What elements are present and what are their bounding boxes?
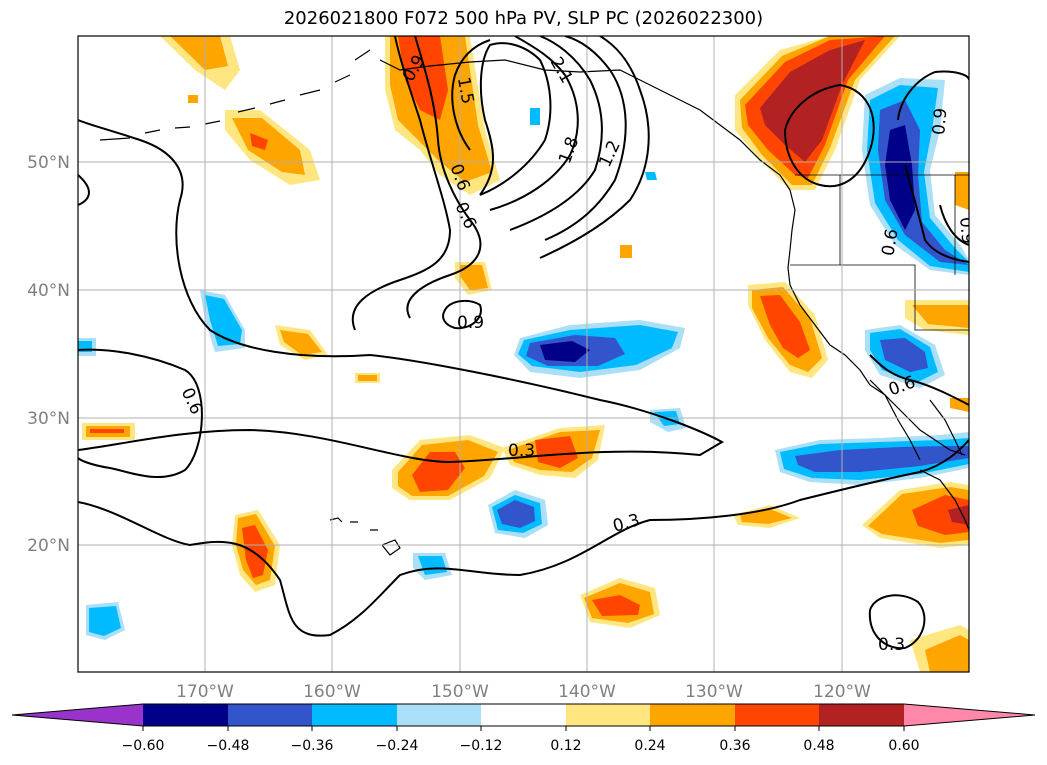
baja-coast (869, 379, 963, 461)
colorbar-segment (819, 704, 904, 726)
hawaiian-islands (329, 517, 401, 556)
slp-contour (897, 70, 969, 121)
slp-contour (784, 83, 875, 188)
colorbar-tick-label: −0.12 (460, 738, 503, 754)
slp-contour (442, 299, 482, 330)
lon-tick-label: 160°W (303, 682, 361, 702)
slp-contour (868, 594, 926, 650)
pv-negative-area (645, 172, 657, 180)
lon-tick-label: 120°W (813, 682, 871, 702)
colorbar-tick-label: −0.48 (207, 738, 250, 754)
colorbar-segment (397, 704, 481, 726)
map-frame (77, 35, 970, 673)
lat-tick-label: 50°N (27, 153, 70, 173)
gridlines (78, 36, 969, 672)
colorbar-tick-label: 0.12 (550, 738, 581, 754)
slp-contour (489, 36, 579, 211)
mexico-coast (919, 469, 969, 531)
contour-label: 0.3 (508, 441, 535, 461)
colorbar: −0.60 −0.48 −0.36 −0.24 −0.12 0.12 0.24 … (11, 703, 1036, 754)
slp-contour (78, 119, 725, 464)
slp-contour (869, 354, 969, 406)
colorbar-segment (735, 704, 819, 726)
pv-positive-area (232, 510, 280, 592)
colorbar-segment (566, 704, 650, 726)
pv-negative-area (530, 108, 540, 125)
lon-axis: 170°W 160°W 150°W 140°W 130°W 120°W (176, 682, 871, 702)
state-borders (790, 174, 969, 331)
pv-positive-area (392, 425, 605, 500)
colorbar-extend-high (904, 704, 1035, 726)
colorbar-tick-label: 0.60 (888, 738, 919, 754)
alaska-bc-coast (379, 59, 796, 231)
colorbar-segment (143, 704, 228, 726)
colorbar-tick-label: 0.24 (634, 738, 665, 754)
pv-positive-area (955, 172, 969, 210)
slp-contour (479, 42, 552, 196)
slp-contour (939, 204, 969, 246)
aleutian-islands (99, 49, 371, 141)
lat-tick-label: 30°N (27, 409, 70, 429)
colorbar-tick-label: −0.60 (122, 738, 165, 754)
pv-positive-area (748, 282, 828, 378)
colorbar-tick-label: 0.36 (719, 738, 750, 754)
coastline-layer (99, 49, 969, 556)
slp-contour (451, 39, 491, 151)
pv-positive-area (735, 36, 900, 190)
colorbar-segment (650, 704, 735, 726)
lat-tick-label: 40°N (27, 281, 70, 301)
contour-label: 0.9 (929, 107, 951, 136)
pv-positive-area (620, 245, 632, 258)
contour-label: 0.9 (457, 313, 484, 333)
slp-contour-layer (78, 36, 969, 650)
lon-tick-label: 140°W (558, 682, 616, 702)
pv-positive-area (862, 482, 969, 548)
contour-label: 0.6 (878, 227, 902, 257)
pv-negative-area (488, 490, 548, 538)
slp-contour (351, 36, 452, 331)
lon-tick-label: 170°W (176, 682, 234, 702)
colorbar-segment (481, 704, 566, 726)
slp-contour (78, 174, 90, 206)
figure-title: 2026021800 F072 500 hPa PV, SLP PC (2026… (283, 8, 764, 29)
lon-tick-label: 130°W (685, 682, 743, 702)
slp-contour (544, 36, 627, 241)
slp-contour (78, 348, 203, 478)
colorbar-segment (228, 704, 312, 726)
lat-axis: 50°N 40°N 30°N 20°N (27, 153, 70, 556)
colorbar-extend-low (12, 704, 143, 726)
slp-contour (904, 164, 969, 263)
pv-positive-area (188, 95, 198, 103)
pv-positive-area (580, 578, 660, 628)
pv-negative-area (862, 78, 969, 275)
contour-label: 1.5 (453, 76, 477, 106)
lon-tick-label: 150°W (431, 682, 489, 702)
contour-label: 0.9 (955, 216, 977, 245)
colorbar-tick-label: 0.48 (803, 738, 834, 754)
lat-tick-label: 20°N (27, 536, 70, 556)
colorbar-segment (312, 704, 397, 726)
slp-contour (539, 36, 650, 259)
us-west-coast (787, 229, 966, 456)
colorbar-tick-label: −0.24 (376, 738, 419, 754)
pv-negative-area (514, 320, 685, 378)
pv-positive-area (160, 36, 320, 185)
colorbar-tick-label: −0.36 (291, 738, 334, 754)
slp-contour (509, 36, 603, 231)
contour-label: 0.3 (878, 635, 905, 655)
slp-contour (406, 36, 482, 319)
slp-contour (78, 439, 969, 637)
